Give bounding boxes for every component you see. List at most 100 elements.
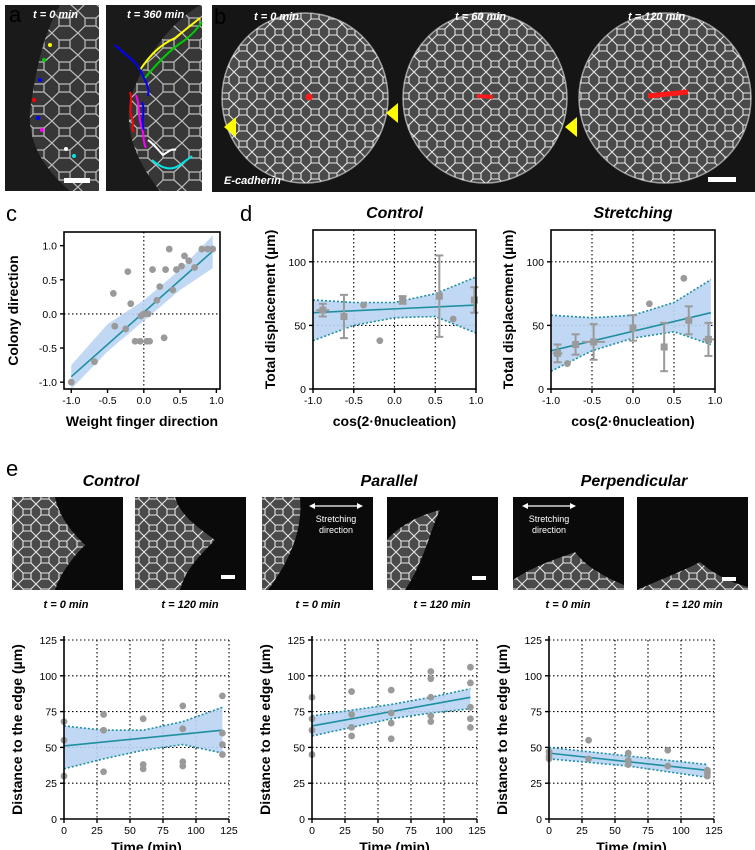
y-tick-label: -1.0 (39, 377, 57, 389)
panel-e-title-control: Control (83, 473, 140, 490)
data-point (387, 686, 395, 694)
marker-arrowhead-1 (386, 103, 398, 123)
data-point (348, 688, 355, 695)
y-tick-label: 75 (45, 707, 57, 719)
x-tick-label: 0.5 (173, 395, 188, 407)
y-tick-label: 0 (51, 814, 57, 826)
error-bar-marker (399, 296, 407, 304)
x-tick-label: 0.0 (137, 395, 152, 407)
chart-title: Control (366, 205, 423, 222)
error-bar-point (435, 254, 444, 338)
data-point (191, 264, 199, 271)
y-tick-label: 125 (39, 635, 57, 647)
x-tick-label: 50 (609, 825, 621, 837)
data-point (348, 732, 355, 740)
data-point (165, 245, 173, 253)
panel-b-scale-bar (708, 177, 736, 182)
x-tick-label: 1.0 (209, 395, 224, 407)
y-tick-label: 1.0 (42, 241, 57, 253)
panel-b-time-label-2: t = 120 min (628, 11, 685, 23)
data-point (427, 718, 435, 726)
error-bar-marker (554, 349, 562, 357)
data-point (387, 719, 395, 727)
x-tick-label: 50 (372, 825, 384, 837)
error-bar-marker (435, 292, 443, 300)
plot-frame (63, 231, 221, 390)
data-point (181, 252, 188, 260)
x-tick-label: 75 (405, 825, 417, 837)
y-tick-label: 125 (287, 635, 305, 647)
data-point (467, 679, 474, 687)
x-tick-label: 1.0 (708, 395, 723, 407)
y-tick-label: 25 (45, 778, 57, 790)
chart-e-parallel: 0 25 50 75 100 125 0 25 50 75 100 125 Time (min) Dist… (257, 635, 486, 850)
y-tick-label: 25 (293, 778, 305, 790)
error-bar-marker (340, 312, 348, 320)
y-tick-label: 0 (536, 814, 542, 826)
e-time-label-0-perpendicular: t = 0 min (546, 599, 591, 611)
data-point (100, 768, 107, 776)
y-tick-label: 75 (293, 707, 305, 719)
panel-b-time-label-1: t = 60 min (455, 11, 506, 23)
x-tick-label: 125 (705, 825, 723, 837)
error-bar-point (339, 293, 348, 340)
data-point (427, 693, 435, 701)
data-point (219, 692, 226, 700)
chart-e-control: 0 25 50 75 100 125 0 25 50 75 100 125 Time (min) Dist… (9, 635, 238, 850)
fit-line (63, 729, 223, 747)
x-tick-label: 0.0 (387, 395, 402, 407)
y-tick-label: 0 (300, 384, 306, 396)
panel-a-scale-bar (64, 178, 90, 183)
data-point (136, 337, 144, 345)
y-axis-label: Colony direction (5, 255, 21, 365)
panel-a-time-label-0: t = 0 min (33, 9, 78, 21)
y-tick-label: -0.5 (39, 343, 57, 355)
data-point (624, 761, 632, 768)
data-point (185, 257, 193, 265)
y-tick-label: 100 (287, 671, 305, 683)
data-point (109, 290, 117, 297)
error-bar-point (316, 302, 330, 318)
stretch-label-perpendicular-1: Stretching (529, 514, 570, 524)
y-axis-label: Distance to the edge (µm) (9, 644, 25, 815)
colony-t0 (222, 13, 388, 183)
data-point (156, 283, 164, 291)
data-point (100, 711, 107, 718)
data-point (348, 711, 355, 718)
y-tick-label: 25 (530, 778, 542, 790)
error-bar-marker (572, 340, 580, 348)
chart-e-perpendicular: 0 25 50 75 100 125 0 25 50 75 100 125 Time (min) Dist… (494, 635, 723, 850)
x-axis-label: Weight finger direction (66, 413, 218, 429)
panel-letter-e: e (6, 456, 18, 481)
e-time-label-1-parallel: t = 120 min (413, 599, 470, 611)
x-axis-label: Time (min) (111, 839, 182, 850)
error-bar-marker (685, 316, 693, 324)
e-perpendicular-scale-bar (722, 577, 736, 581)
y-tick-label: 75 (530, 707, 542, 719)
error-bar-marker (590, 338, 598, 346)
error-bar-point (582, 323, 606, 361)
x-tick-label: -1.0 (542, 395, 560, 407)
error-bar-point (470, 286, 479, 314)
panel-a-time-label-1: t = 360 min (127, 9, 184, 21)
stain-label: E-cadherin (224, 175, 281, 187)
data-point (219, 729, 226, 737)
data-point (204, 245, 212, 253)
x-tick-label: 0 (309, 825, 315, 837)
data-point (449, 315, 457, 323)
band-upper-edge (63, 706, 223, 732)
band-lower-edge (548, 758, 708, 779)
error-bar-point (660, 321, 669, 373)
data-point (124, 268, 132, 275)
y-tick-label: 0 (299, 814, 305, 826)
data-point (111, 322, 119, 330)
y-axis-label: Distance to the edge (µm) (494, 644, 510, 815)
marker-arrowhead-0 (224, 117, 236, 137)
y-axis-label: Total displacement (µm) (500, 230, 516, 390)
e-parallel-scale-bar (472, 576, 486, 580)
x-tick-label: 0 (546, 825, 552, 837)
y-axis-label: Distance to the edge (µm) (257, 644, 273, 815)
error-bar-marker (660, 343, 668, 351)
data-point (179, 725, 187, 733)
